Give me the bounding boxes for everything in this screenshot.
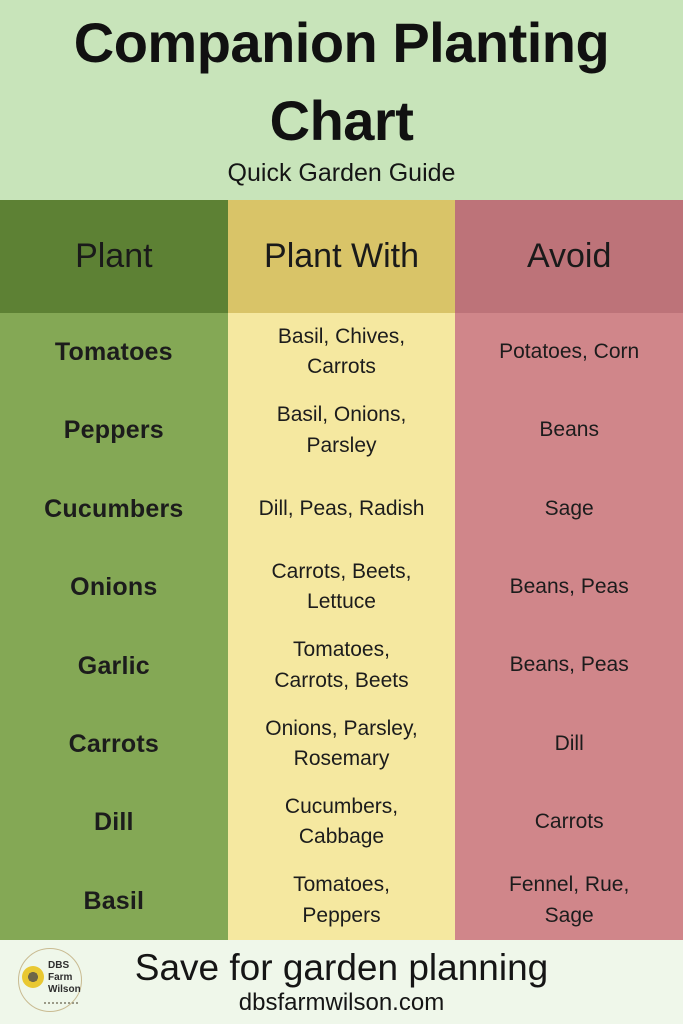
plant-with-value: Basil, Onions, Parsley xyxy=(276,403,407,457)
page-title: Companion Planting Chart xyxy=(73,11,610,153)
plant-with-value: Onions, Parsley, Rosemary xyxy=(265,716,418,771)
plant-name: Carrots xyxy=(68,729,159,758)
plant-name: Peppers xyxy=(63,416,164,445)
avoid-value: Potatoes, Corn xyxy=(499,339,640,363)
avoid-value: Beans, Peas xyxy=(509,653,629,677)
sunflower-icon xyxy=(22,966,44,988)
plant-with-value: Tomatoes, Peppers xyxy=(293,873,390,927)
column-header-avoid: Avoid xyxy=(455,200,683,313)
title-block: Companion Planting Chart Quick Garden Gu… xyxy=(0,0,683,200)
plant-name: Cucumbers xyxy=(44,494,184,523)
avoid-value: Beans, Peas xyxy=(509,575,629,599)
plant-name: Onions xyxy=(70,573,158,602)
companion-planting-table: Plant Tomatoes Peppers Cucumbers Onions … xyxy=(0,200,683,940)
logo-text-line3: Wilson xyxy=(48,984,81,995)
dbs-farm-wilson-logo: DBS Farm Wilson xyxy=(10,946,114,1018)
plant-name: Tomatoes xyxy=(54,338,173,367)
plant-with-value: Tomatoes, Carrots, Beets xyxy=(274,638,409,692)
logo-circle-decoration xyxy=(18,948,82,1012)
plant-with-value: Cucumbers, Cabbage xyxy=(284,795,399,849)
logo-text: DBS Farm Wilson xyxy=(48,960,81,996)
avoid-value: Sage xyxy=(544,496,594,520)
avoid-value: Fennel, Rue, Sage xyxy=(509,873,630,927)
plant-with-value: Dill, Peas, Radish xyxy=(258,496,425,520)
avoid-value: Dill xyxy=(554,731,584,755)
avoid-value: Beans xyxy=(539,418,599,442)
plant-name: Basil xyxy=(83,886,145,915)
column-avoid: Avoid Potatoes, Corn Beans Sage Beans, P… xyxy=(455,200,683,940)
save-cta-text: Save for garden planning xyxy=(134,946,549,988)
plant-name: Dill xyxy=(93,808,134,837)
column-plant-with: Plant With Basil, Chives, Carrots Basil,… xyxy=(227,200,456,940)
avoid-value: Carrots xyxy=(534,810,604,834)
logo-tagline xyxy=(44,1002,78,1004)
website-url: dbsfarmwilson.com xyxy=(238,988,445,1016)
plant-with-value: Basil, Chives, Carrots xyxy=(277,324,406,379)
logo-text-line1: DBS xyxy=(48,960,70,971)
plant-name: Garlic xyxy=(77,651,150,680)
logo-text-line2: Farm xyxy=(48,972,73,983)
page-subtitle: Quick Garden Guide xyxy=(227,158,456,187)
column-header-plant-with: Plant With xyxy=(227,200,456,313)
column-header-plant: Plant xyxy=(0,200,228,313)
plant-with-value: Carrots, Beets, Lettuce xyxy=(271,559,412,614)
footer: DBS Farm Wilson Save for garden planning… xyxy=(0,940,683,1024)
column-plant: Plant Tomatoes Peppers Cucumbers Onions … xyxy=(0,200,228,940)
